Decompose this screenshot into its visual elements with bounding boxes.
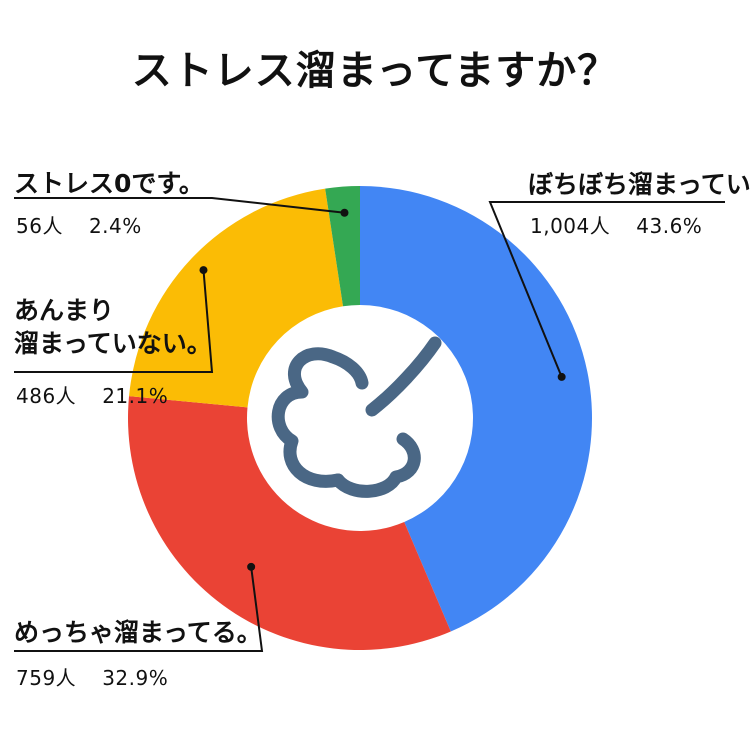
- slice-label-0: ぼちぼち溜まっている: [528, 170, 750, 199]
- slice-percent-1: 32.9%: [102, 666, 169, 690]
- leader-line-1: [14, 566, 264, 652]
- leader-dot-0: [557, 372, 566, 381]
- leader-dot-2: [199, 266, 208, 275]
- leader-line-3: [14, 197, 345, 214]
- slice-label-1: めっちゃ溜まってる。: [14, 618, 262, 647]
- leader-line-0: [488, 201, 725, 378]
- chart-title: ストレス溜まってますか？: [131, 48, 619, 94]
- slice-count-0: 1,004人: [530, 214, 611, 238]
- leader-dot-3: [340, 208, 349, 217]
- leader-line-2: [14, 270, 214, 373]
- donut-slice-3: [325, 186, 360, 307]
- slice-percent-2: 21.1%: [102, 384, 169, 408]
- leader-dot-1: [247, 562, 256, 571]
- slice-stat-1: 759人 32.9%: [16, 662, 168, 691]
- slice-stat-3: 56人 2.4%: [16, 210, 142, 239]
- slice-percent-3: 2.4%: [88, 214, 142, 238]
- slice-count-2: 486人: [16, 384, 77, 408]
- donut-slice-2: [129, 188, 344, 408]
- stress-cloud-icon: [271, 336, 442, 498]
- donut-slice-0: [360, 186, 592, 632]
- slice-label-2: あんまり 溜まっていない。: [14, 296, 212, 358]
- slice-count-3: 56人: [16, 214, 63, 238]
- slice-label-3: ストレス0です。: [14, 169, 204, 198]
- slice-count-1: 759人: [16, 666, 77, 690]
- slice-percent-0: 43.6%: [636, 214, 703, 238]
- donut-slice-1: [128, 396, 451, 650]
- slice-stat-0: 1,004人 43.6%: [530, 210, 702, 239]
- slice-stat-2: 486人 21.1%: [16, 380, 168, 409]
